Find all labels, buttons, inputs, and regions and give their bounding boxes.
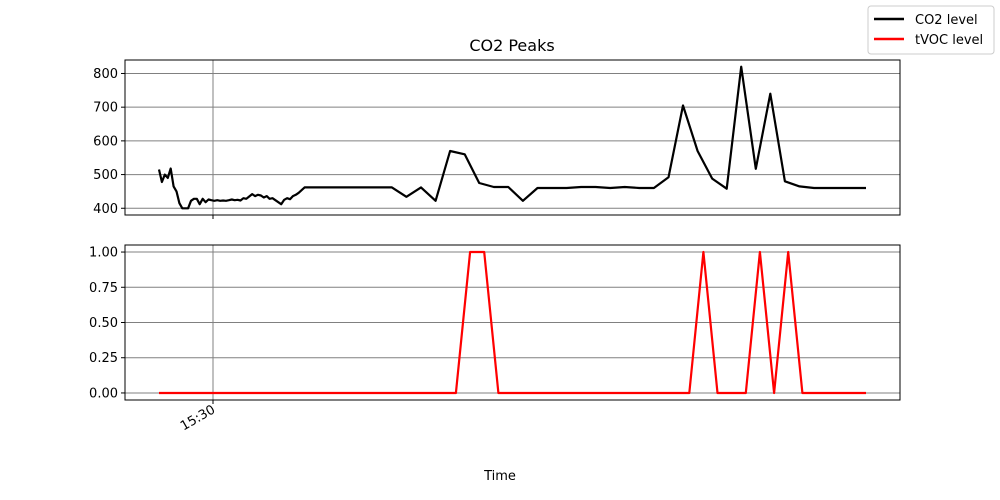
y-tick-label: 500 — [93, 168, 118, 183]
tvoc-level-line — [159, 250, 866, 395]
y-tick-label: 800 — [93, 67, 118, 82]
x-axis: 15:30 — [178, 402, 218, 434]
x-tick-label: 15:30 — [178, 402, 218, 434]
y-tick-label: 1.00 — [89, 246, 118, 261]
y-tick-label: 0.75 — [89, 281, 118, 296]
y-tick-label: 0.50 — [89, 316, 118, 331]
x-axis-label: Time — [483, 469, 516, 484]
y-tick-label: 0.25 — [89, 351, 118, 366]
chart-title: CO2 Peaks — [469, 36, 554, 55]
legend-label-co2: CO2 level — [915, 13, 978, 28]
y-tick-label: 0.00 — [89, 386, 118, 401]
y-tick-label: 700 — [93, 101, 118, 116]
legend: CO2 level tVOC level — [867, 5, 995, 55]
co2-panel: 400 500 600 700 800 — [93, 59, 901, 219]
plot-frame — [124, 59, 901, 216]
y-tick-label: 600 — [93, 134, 118, 149]
legend-label-tvoc: tVOC level — [915, 33, 983, 48]
tvoc-panel: 0.00 0.25 0.50 0.75 1.00 — [89, 244, 901, 404]
co2-level-line — [157, 65, 866, 210]
y-tick-label: 400 — [93, 202, 118, 217]
plot-frame — [124, 244, 901, 401]
